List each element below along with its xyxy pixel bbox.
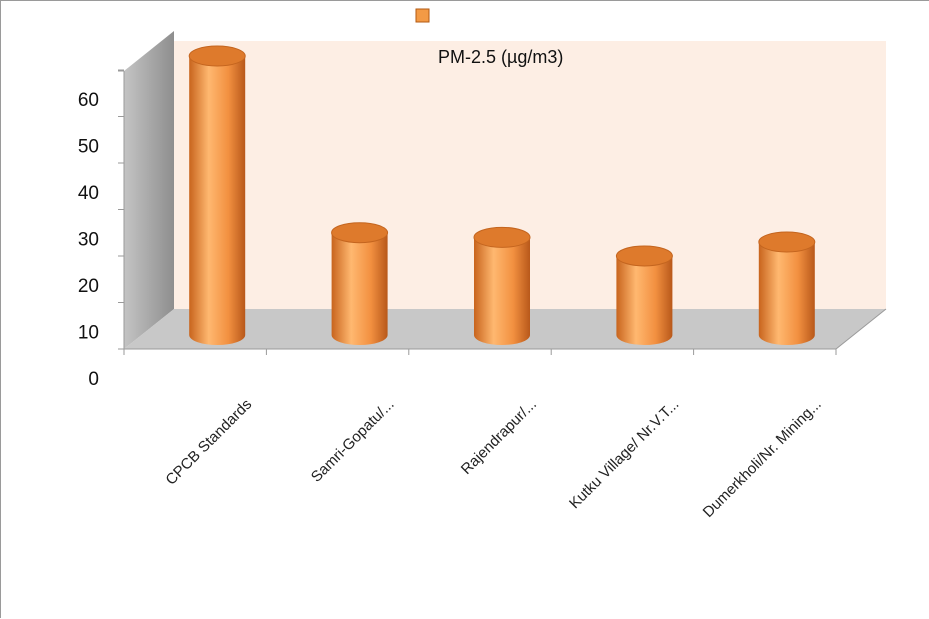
y-tick-label: 50 <box>78 137 99 158</box>
legend-swatch <box>415 8 430 23</box>
bar <box>331 222 389 345</box>
x-category-label: Rajendrapur/... <box>458 396 540 478</box>
y-tick-label: 30 <box>78 230 99 251</box>
bar-top <box>331 222 389 244</box>
bar-body <box>758 242 815 345</box>
bar <box>615 245 673 345</box>
bar-body <box>616 255 673 345</box>
x-category-label: Dumerkholi/Nr. Mining... <box>700 396 825 521</box>
bar-top <box>615 245 673 267</box>
y-axis: 0 10 20 30 40 50 60 <box>78 69 125 390</box>
bars <box>188 45 816 345</box>
x-category-label: CPCB Standards <box>162 396 255 489</box>
bar-body <box>331 232 388 345</box>
y-tick-label: 0 <box>88 369 99 390</box>
bar-top <box>473 226 531 248</box>
y-tick-label: 10 <box>78 323 99 344</box>
bar <box>473 226 531 345</box>
y-tick-label: 40 <box>78 183 99 204</box>
bar <box>758 231 816 345</box>
floor-right-edge <box>835 308 887 350</box>
bar-top <box>188 45 246 67</box>
x-category-label: Kutku Village/ Nr.V.T... <box>566 396 682 512</box>
x-category-label: Samri-Gopatu/... <box>308 396 398 486</box>
legend-label: PM-2.5 (µg/m3) <box>438 47 563 67</box>
x-axis: CPCB Standards Samri-Gopatu/... Rajendrapu… <box>123 349 837 521</box>
y-tick-label: 60 <box>78 90 99 111</box>
legend: PM-2.5 (µg/m3) <box>415 8 563 67</box>
side-wall <box>124 31 174 349</box>
bar-body <box>474 237 530 345</box>
bar-top <box>758 231 816 253</box>
y-tick-label: 20 <box>78 276 99 297</box>
bar-body <box>189 56 246 345</box>
bar <box>188 45 246 345</box>
